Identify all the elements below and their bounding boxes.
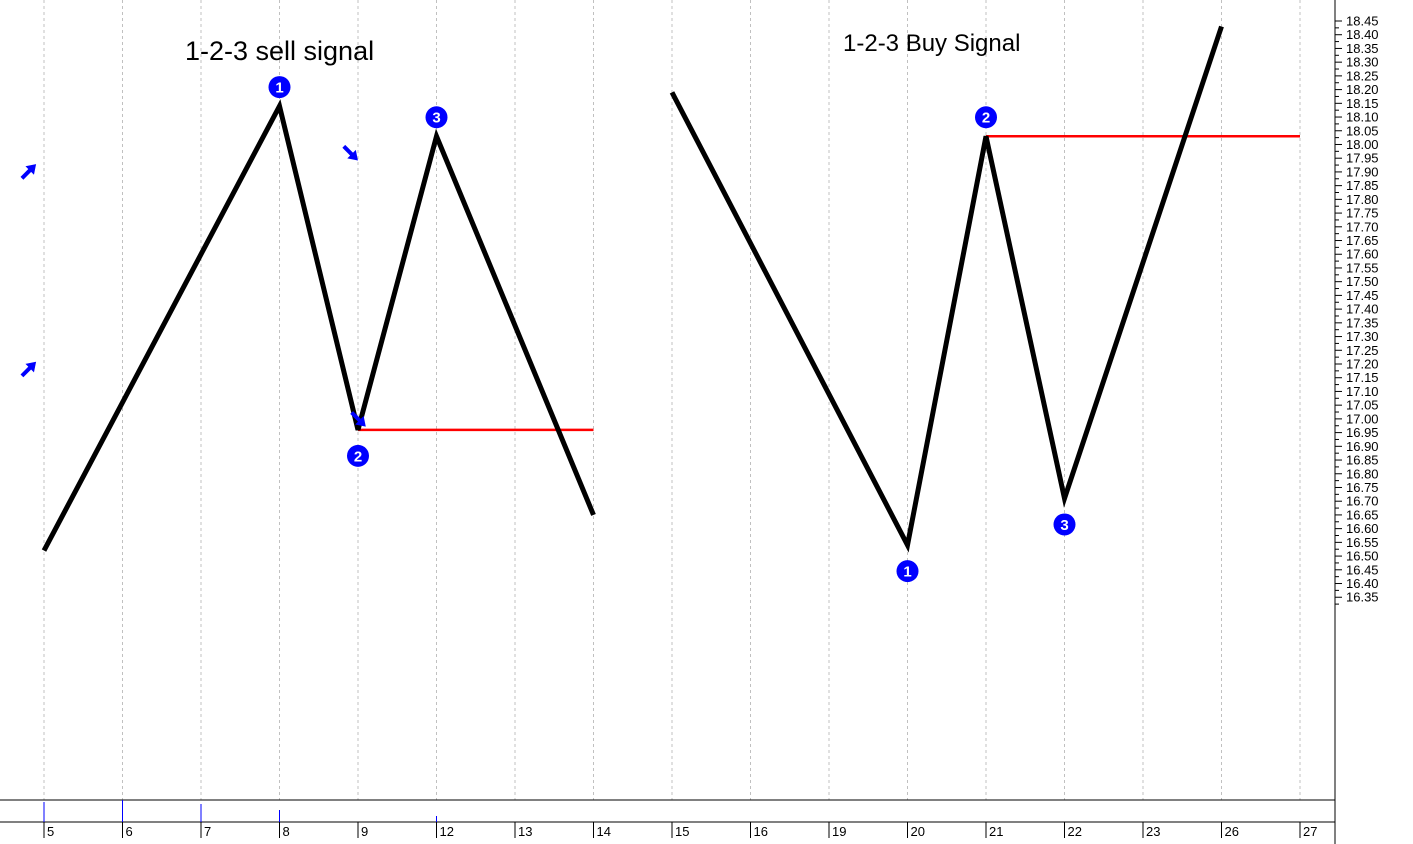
x-tick-label: 21 <box>989 824 1003 839</box>
marker-circle-1 <box>896 560 919 583</box>
y-tick-label: 18.25 <box>1346 68 1379 83</box>
arrow-shaft <box>20 167 33 180</box>
y-tick-label: 16.70 <box>1346 494 1379 509</box>
arrow-shaft <box>350 411 363 424</box>
marker-label-3: 3 <box>1060 517 1068 534</box>
x-tick-label: 20 <box>911 824 925 839</box>
y-tick-label: 16.50 <box>1346 549 1379 564</box>
y-axis-ticks: 18.4518.4018.3518.3018.2518.2018.1518.10… <box>1335 14 1379 605</box>
arrow-icon <box>342 144 358 161</box>
marker-label-1: 1 <box>275 80 283 97</box>
x-tick-label: 14 <box>597 824 611 839</box>
y-tick-label: 17.40 <box>1346 302 1379 317</box>
x-tick-label: 15 <box>675 824 689 839</box>
buy-signal-title: 1-2-3 Buy Signal <box>843 30 1020 57</box>
chart-frame <box>0 0 1336 844</box>
sell-signal-title: 1-2-3 sell signal <box>185 36 374 66</box>
arrow-head <box>25 164 37 175</box>
y-tick-label: 17.25 <box>1346 343 1379 358</box>
y-tick-label: 18.45 <box>1346 14 1379 29</box>
direction-arrows <box>20 144 366 427</box>
arrow-head <box>347 149 358 161</box>
y-tick-label: 18.00 <box>1346 137 1379 152</box>
y-tick-label: 18.10 <box>1346 110 1379 125</box>
x-tick-label: 5 <box>47 824 54 839</box>
x-tick-label: 6 <box>126 824 133 839</box>
y-tick-label: 16.90 <box>1346 439 1379 454</box>
y-tick-label: 17.60 <box>1346 247 1379 262</box>
y-tick-label: 16.95 <box>1346 425 1379 440</box>
marker-label-2: 2 <box>354 448 362 465</box>
arrow-head <box>25 361 37 373</box>
y-tick-label: 16.80 <box>1346 466 1379 481</box>
grid-lines <box>43 0 1301 800</box>
y-tick-label: 17.00 <box>1346 411 1379 426</box>
x-tick-label: 8 <box>283 824 290 839</box>
marker-circle-3 <box>425 106 448 129</box>
y-tick-label: 17.30 <box>1346 329 1379 344</box>
y-tick-label: 16.45 <box>1346 562 1379 577</box>
y-tick-label: 17.20 <box>1346 357 1379 372</box>
x-tick-label: 23 <box>1146 824 1160 839</box>
y-tick-label: 16.60 <box>1346 521 1379 536</box>
y-tick-label: 17.85 <box>1346 178 1379 193</box>
x-tick-label: 26 <box>1225 824 1239 839</box>
y-tick-label: 18.35 <box>1346 41 1379 56</box>
y-tick-label: 16.75 <box>1346 480 1379 495</box>
x-tick-label: 27 <box>1303 824 1317 839</box>
arrow-head <box>355 416 366 427</box>
y-tick-label: 17.65 <box>1346 233 1379 248</box>
y-tick-label: 17.90 <box>1346 164 1379 179</box>
y-tick-label: 17.55 <box>1346 260 1379 275</box>
y-tick-label: 16.35 <box>1346 590 1379 605</box>
y-tick-label: 18.20 <box>1346 82 1379 97</box>
series-line-1 <box>41 99 596 552</box>
x-tick-label: 7 <box>204 824 211 839</box>
x-axis-ticks: 5 6 7 8 9 12 13 14 15 16 19 20 21 22 23 26 27 <box>43 822 1317 839</box>
y-tick-label: 17.35 <box>1346 315 1379 330</box>
signal-levels <box>358 134 1300 432</box>
y-tick-label: 18.15 <box>1346 96 1379 111</box>
y-tick-label: 17.70 <box>1346 219 1379 234</box>
marker-label-2: 2 <box>982 110 990 127</box>
arrow-shaft <box>20 365 33 378</box>
x-tick-label: 9 <box>361 824 368 839</box>
y-tick-label: 17.45 <box>1346 288 1379 303</box>
y-tick-label: 18.40 <box>1346 27 1379 42</box>
marker-circle-2 <box>975 106 997 129</box>
y-tick-label: 16.65 <box>1346 507 1379 522</box>
series-line-2 <box>669 25 1224 553</box>
arrow-icon <box>20 361 37 378</box>
x-tick-label: 12 <box>440 824 454 839</box>
signal-markers: 1 2 3 1 2 3 <box>268 76 1076 583</box>
y-tick-label: 17.80 <box>1346 192 1379 207</box>
y-tick-label: 16.85 <box>1346 453 1379 468</box>
y-tick-label: 18.05 <box>1346 123 1379 138</box>
marker-label-1: 1 <box>903 564 911 581</box>
volume-bars <box>43 800 437 822</box>
y-tick-label: 18.30 <box>1346 55 1379 70</box>
y-tick-label: 17.05 <box>1346 398 1379 413</box>
x-tick-label: 19 <box>832 824 846 839</box>
y-tick-label: 17.75 <box>1346 206 1379 221</box>
y-tick-label: 16.55 <box>1346 535 1379 550</box>
marker-circle-2 <box>347 444 369 467</box>
x-tick-label: 13 <box>518 824 532 839</box>
marker-label-3: 3 <box>432 110 440 127</box>
x-tick-label: 16 <box>754 824 768 839</box>
marker-circle-3 <box>1053 513 1076 536</box>
marker-circle-1 <box>268 76 291 99</box>
arrow-icon <box>350 411 366 427</box>
y-tick-label: 17.95 <box>1346 151 1379 166</box>
y-tick-label: 17.50 <box>1346 274 1379 289</box>
y-tick-label: 17.15 <box>1346 370 1379 385</box>
price-lines <box>41 25 1224 553</box>
arrow-shaft <box>342 144 355 157</box>
arrow-icon <box>20 164 37 180</box>
y-tick-label: 17.10 <box>1346 384 1379 399</box>
y-tick-label: 16.40 <box>1346 576 1379 591</box>
x-tick-label: 22 <box>1068 824 1082 839</box>
